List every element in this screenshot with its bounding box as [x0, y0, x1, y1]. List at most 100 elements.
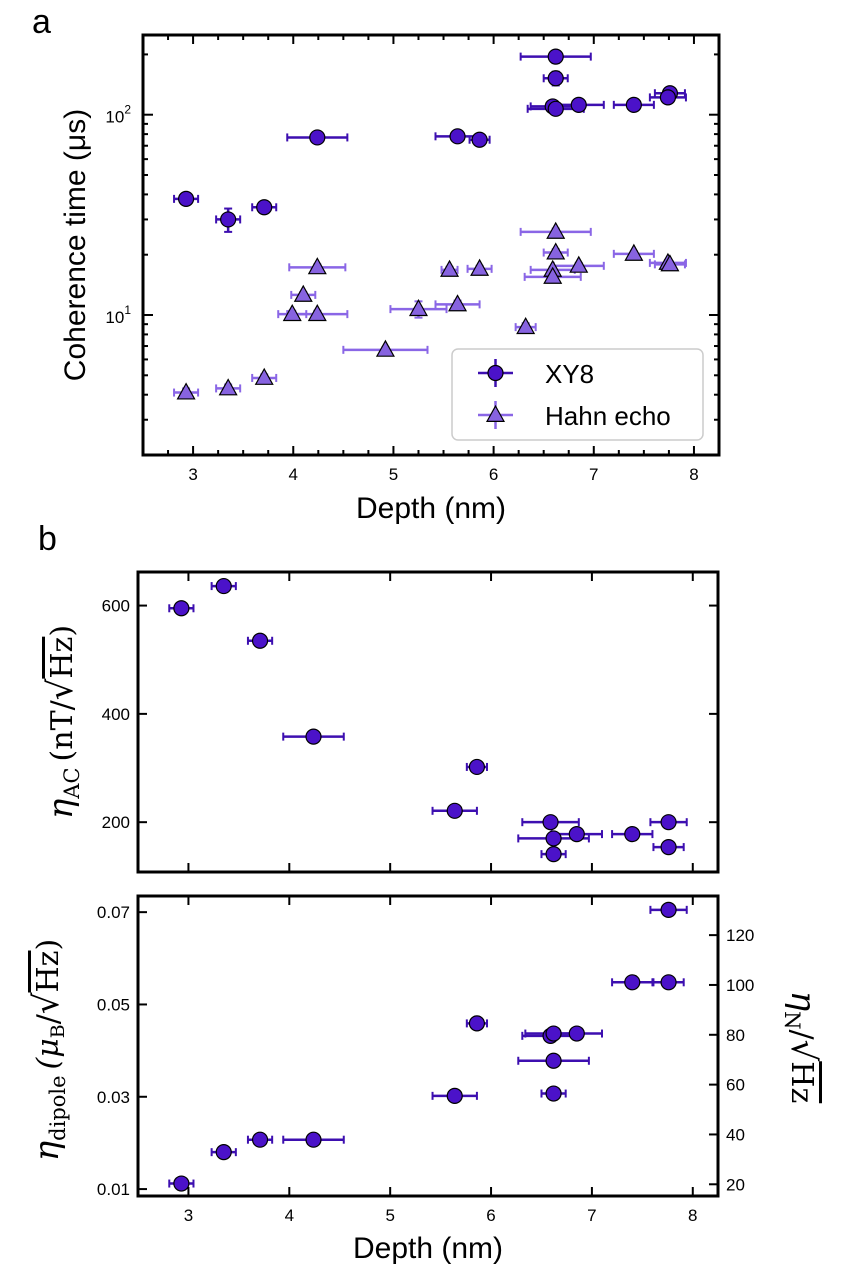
coherence-plot-frame — [141, 33, 721, 457]
legend-hahn-triangle — [485, 404, 506, 422]
hahn-point — [307, 257, 327, 275]
x-tick-label: 7 — [589, 465, 598, 484]
y-tick-label: 102 — [105, 103, 131, 127]
x-tick-label: 7 — [587, 1206, 596, 1225]
y-tick-label: 101 — [105, 303, 131, 327]
eta-dipole-point — [624, 974, 641, 991]
eta-dipole-point — [468, 1015, 486, 1032]
eta-ac-point — [568, 825, 585, 843]
y-tick-label: 600 — [102, 597, 130, 616]
panel-label-a: a — [32, 3, 51, 41]
legend-hahn-echo-label: Hahn echo — [545, 401, 671, 431]
xy8-point — [659, 89, 677, 106]
x-tick-label: 6 — [489, 465, 498, 484]
eta-dipole-axis-ticks: 3 4 5 6 7 8 0.01 0.03 0.05 0.07 20 40 60 80 100 120 — [97, 896, 754, 1225]
xy8-point — [625, 96, 642, 113]
eta-dipole-panel: 3 4 5 6 7 8 0.01 0.03 0.05 0.07 20 40 60 80 100 120 Dep… — [27, 894, 823, 1265]
x-tick-label: 3 — [188, 465, 197, 484]
xy8-point — [547, 100, 564, 117]
x-tick-label: 6 — [486, 1206, 495, 1225]
xy8-point — [570, 96, 587, 113]
hahn-point — [470, 258, 490, 276]
eta-ac-point — [624, 825, 641, 843]
legend-xy8-circle — [487, 364, 504, 382]
x-tick-label: 5 — [385, 1206, 394, 1225]
x-tick-label: 4 — [285, 1206, 294, 1225]
hahn-point — [546, 221, 566, 239]
eta-ac-point — [468, 758, 486, 776]
hahn-point — [516, 316, 536, 335]
coherence-data-marks — [173, 48, 687, 400]
eta-ac-point — [545, 846, 562, 863]
hahn-point — [408, 298, 428, 317]
y2-tick-label: 40 — [726, 1125, 745, 1144]
eta-dipole-x-axis-label: Depth (nm) — [353, 1232, 503, 1265]
y2-tick-label: 60 — [726, 1076, 745, 1095]
eta-ac-panel: 200 400 600 ηAC(nT/√Hz) — [41, 570, 720, 874]
y-tick-label: 0.03 — [97, 1088, 130, 1107]
x-tick-label: 8 — [688, 1206, 697, 1225]
coherence-time-panel: 3 4 5 6 7 8 101 102 Depth (nm) Coherence time (… — [59, 33, 721, 525]
eta-dipole-point — [215, 1144, 232, 1161]
hahn-point — [293, 284, 313, 302]
coherence-x-axis-label: Depth (nm) — [356, 492, 506, 525]
eta-dipole-point — [251, 1131, 269, 1148]
eta-ac-plot-frame — [136, 570, 720, 874]
eta-ac-point — [660, 814, 677, 831]
hahn-point — [176, 382, 196, 400]
xy8-point — [449, 128, 466, 145]
legend-xy8-marker — [478, 359, 513, 387]
hahn-point — [546, 242, 566, 260]
eta-dipole-point — [545, 1085, 562, 1102]
eta-dipole-point — [660, 901, 677, 918]
eta-dipole-point — [660, 974, 677, 991]
y-tick-label: 0.01 — [97, 1180, 130, 1199]
eta-ac-data-marks — [168, 577, 688, 863]
eta-dipole-y-axis-label: ηdipole(μB/√Hz) — [27, 939, 70, 1161]
eta-dipole-point — [173, 1175, 190, 1192]
eta-ac-point — [660, 838, 677, 856]
y-tick-label: 400 — [102, 705, 130, 724]
xy8-point — [220, 211, 237, 228]
coherence-y-axis-label: Coherence time (μs) — [59, 109, 92, 381]
hahn-point — [440, 259, 460, 277]
eta-ac-point — [446, 802, 463, 819]
xy8-point — [309, 129, 326, 146]
eta-dipole-data-marks — [168, 901, 688, 1192]
x-tick-label: 5 — [389, 465, 398, 484]
coherence-axis-ticks: 3 4 5 6 7 8 101 102 — [105, 35, 720, 484]
eta-dipole-point — [545, 1025, 562, 1042]
y2-tick-label: 120 — [726, 926, 754, 945]
eta-dipole-point — [545, 1052, 562, 1069]
eta-ac-y-axis-label: ηAC(nT/√Hz) — [41, 625, 84, 819]
panel-label-b: b — [38, 520, 57, 558]
eta-dipole-plot-frame — [136, 894, 720, 1198]
eta-ac-axis-ticks: 200 400 600 — [102, 572, 718, 872]
eta-n-right-axis-label: ηN/√Hz — [780, 991, 823, 1104]
hahn-point — [624, 243, 644, 261]
eta-dipole-point — [568, 1025, 585, 1042]
x-tick-label: 8 — [689, 465, 698, 484]
legend: XY8 Hahn echo — [451, 348, 704, 441]
y-tick-label: 0.07 — [97, 903, 130, 922]
y-tick-label: 200 — [102, 813, 130, 832]
y-tick-label: 0.05 — [97, 995, 130, 1014]
hahn-point — [543, 266, 563, 284]
hahn-point — [569, 255, 589, 273]
xy8-point — [547, 70, 564, 87]
eta-ac-point — [173, 600, 190, 617]
xy8-point — [177, 190, 195, 207]
xy8-point — [256, 199, 273, 216]
hahn-point — [307, 303, 327, 322]
eta-ac-point — [545, 830, 562, 847]
eta-ac-point — [542, 814, 559, 831]
hahn-point — [218, 378, 238, 396]
legend-xy8-label: XY8 — [545, 359, 594, 389]
legend-box — [451, 348, 704, 441]
hahn-point — [660, 254, 680, 272]
eta-ac-point — [251, 632, 269, 649]
xy8-point — [471, 131, 488, 148]
legend-hahn-echo-marker — [478, 401, 513, 429]
y2-tick-label: 20 — [726, 1175, 745, 1194]
